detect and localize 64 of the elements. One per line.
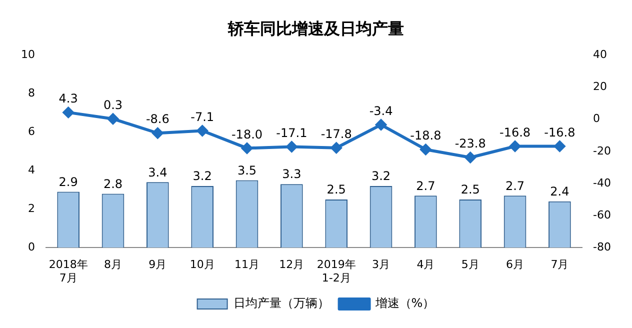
chart-title: 轿车同比增速及日均产量 [227,18,404,38]
data-label: 2.8 [103,176,123,191]
x-tick-label: 8月 [104,258,122,272]
data-label: 2.9 [58,174,78,189]
x-tick-label: 5月 [461,258,480,272]
data-label: 0.3 [103,98,123,112]
y-tick-label: 2 [28,202,35,215]
data-label: 3.4 [148,165,168,180]
data-label: -16.8 [500,125,531,140]
data-label: -17.8 [320,127,352,141]
x-tick-label: 2019年 1-2月 [316,258,356,284]
point [376,119,387,130]
x-tick-label: 2018年 7月 [48,258,88,284]
data-label: 2.5 [460,182,480,197]
point [464,152,476,163]
x-tick-label: 11月 [234,258,260,272]
point [554,140,566,152]
x-tick-label: 6月 [506,258,524,272]
data-label: -17.1 [276,126,308,140]
y2-tick-label: 20 [593,80,608,94]
data-label: 3.3 [282,167,302,182]
y2-tick-label: -80 [593,240,611,254]
y-tick-label: 4 [28,164,35,176]
data-label: -7.1 [190,110,214,124]
data-label: -18.8 [410,128,442,143]
data-label: -23.8 [454,136,486,151]
data-label: -3.4 [369,104,393,118]
x-tick-label: 7月 [550,258,569,272]
point [330,142,342,154]
point [108,113,118,124]
point [286,141,298,152]
data-label: 3.2 [192,169,212,184]
y-tick-label: 0 [28,240,35,254]
y2-tick-label: -20 [593,144,611,158]
data-label: -8.6 [146,112,170,126]
data-label: 2.7 [505,178,525,193]
data-label: 2.5 [326,182,346,197]
data-label: 3.5 [237,163,257,178]
point [510,140,521,152]
point [420,144,432,155]
x-tick-label: 3月 [372,258,390,272]
x-tick-label: 12月 [279,258,304,272]
data-label: -16.8 [544,125,576,140]
x-tick-label: 4月 [416,258,435,272]
point [242,142,253,154]
y-tick-label: 8 [28,86,35,100]
y-tick-label: 10 [20,48,35,62]
point [62,106,74,118]
x-tick-label: 9月 [148,258,167,272]
y2-tick-label: 0 [593,112,600,126]
x-tick-label: 10月 [190,258,215,272]
y2-tick-label: -60 [593,208,611,222]
y2-tick-label: 40 [593,48,608,62]
data-label: 2.4 [550,184,570,199]
data-label: 2.7 [416,178,436,193]
point [152,128,164,139]
legend-label: 日均产量（万辆） [233,296,330,310]
y-tick-label: 6 [28,125,35,138]
data-label: 4.3 [58,92,78,106]
data-label: -18.0 [231,127,263,142]
point [196,125,208,136]
data-label: 3.2 [371,169,391,184]
y2-tick-label: -40 [593,176,611,190]
legend-label: 增速（%） [374,296,435,310]
